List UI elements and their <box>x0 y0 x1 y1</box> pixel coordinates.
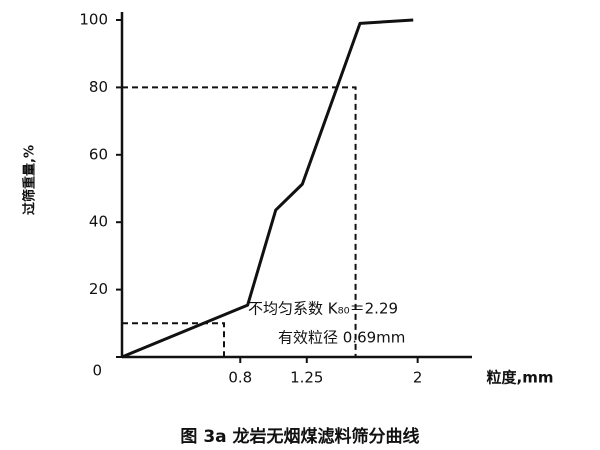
x-tick-label: 0.8 <box>228 369 252 387</box>
annotation: 有效粒径 0.69mm <box>278 329 405 347</box>
y-tick-label: 40 <box>89 213 108 231</box>
sieve-curve <box>121 18 414 359</box>
x-tick-label: 1.25 <box>290 369 323 387</box>
y-tick-label: 20 <box>89 280 108 298</box>
y-tick-label: 80 <box>89 78 108 96</box>
y-axis-label: 过筛重量,% <box>22 145 38 215</box>
x-axis-label: 粒度,mm <box>487 369 554 387</box>
x-tick-label: 2 <box>413 369 423 387</box>
y-tick-label: 100 <box>79 11 108 29</box>
annotation: 不均匀系数 K₈₀＝2.29 <box>248 300 398 318</box>
caption: 图 3a 龙岩无烟煤滤料筛分曲线 <box>180 426 419 447</box>
y-tick-label: 60 <box>89 145 108 163</box>
guide-line <box>122 86 357 357</box>
guide-line <box>122 322 225 357</box>
y-tick-label: 0 <box>92 362 102 380</box>
